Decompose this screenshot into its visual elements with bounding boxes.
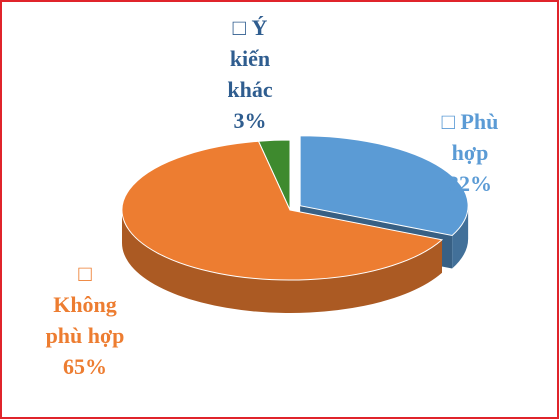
- slice-label: □ Không phù hợp 65%: [45, 258, 125, 382]
- value-label: 65%: [63, 354, 107, 379]
- slice-label: □ Ý kiến khác 3%: [222, 12, 278, 136]
- label-marker: □: [78, 261, 92, 286]
- label-marker: □: [232, 15, 246, 40]
- slice-label: □ Phù hợp 32%: [432, 106, 508, 199]
- category-label: Ý kiến khác: [227, 15, 273, 102]
- value-label: 3%: [233, 108, 267, 133]
- slice: [121, 140, 444, 281]
- category-label: Phù hợp: [451, 109, 499, 165]
- category-label: Không phù hợp: [45, 292, 125, 348]
- value-label: 32%: [448, 171, 492, 196]
- label-marker: □: [441, 109, 455, 134]
- slice-wall: [122, 210, 443, 314]
- slice: [299, 135, 469, 237]
